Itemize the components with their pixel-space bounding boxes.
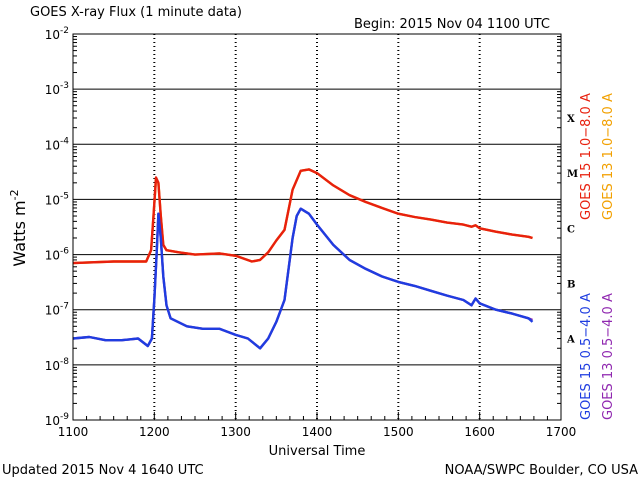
y-tick-base: 10: [45, 28, 60, 42]
y-tick-label: 10-5: [45, 191, 69, 207]
y-tick-base: 10: [45, 304, 60, 318]
y-tick-exponent: -7: [60, 302, 69, 312]
x-tick-label: 1200: [139, 425, 170, 439]
y-tick-exponent: -5: [60, 191, 69, 201]
y-tick-exponent: -6: [60, 247, 69, 257]
legend-entry: GOES 15 0.5−4.0 A: [579, 293, 594, 420]
y-axis-label-main: Watts m: [10, 200, 29, 266]
legend-entry: GOES 13 0.5−4.0 A: [601, 293, 616, 420]
x-tick-label: 1500: [383, 425, 414, 439]
y-tick-exponent: -9: [60, 412, 69, 422]
y-tick-label: 10-4: [45, 136, 70, 152]
series-line: [72, 168, 533, 265]
flare-class-label: C: [567, 224, 575, 235]
updated-time: Updated 2015 Nov 4 1640 UTC: [2, 463, 204, 478]
x-tick-label: 1400: [302, 425, 333, 439]
y-tick-base: 10: [45, 249, 60, 263]
y-tick-exponent: -2: [60, 26, 69, 36]
series-layer: [72, 168, 534, 350]
grid-layer: [72, 34, 562, 420]
y-tick-label: 10-2: [45, 26, 69, 42]
x-tick-label: 1100: [58, 425, 89, 439]
series-line: [72, 168, 533, 265]
chart-title: GOES X-ray Flux (1 minute data): [30, 5, 242, 20]
series-line: [72, 207, 533, 350]
flare-class-label: A: [566, 335, 575, 346]
credit-text: NOAA/SWPC Boulder, CO USA: [445, 463, 638, 478]
y-tick-base: 10: [45, 138, 60, 152]
legend-entry: GOES 15 1.0−8.0 A: [579, 93, 594, 220]
y-axis-label-sup: -2: [8, 189, 21, 200]
y-tick-exponent: -4: [60, 136, 69, 146]
y-tick-label: 10-7: [45, 302, 69, 318]
y-tick-exponent: -8: [60, 357, 69, 367]
flare-class-label: X: [567, 114, 575, 125]
begin-time: Begin: 2015 Nov 04 1100 UTC: [354, 17, 550, 32]
y-tick-label: 10-6: [45, 247, 70, 263]
x-tick-label: 1600: [464, 425, 495, 439]
y-tick-exponent: -3: [60, 81, 69, 91]
y-tick-base: 10: [45, 83, 60, 97]
plot-frame: [72, 33, 562, 421]
y-tick-labels: 10-910-810-710-610-510-410-310-2: [45, 26, 70, 428]
y-tick-label: 10-3: [45, 81, 69, 97]
y-tick-base: 10: [45, 359, 60, 373]
y-tick-base: 10: [45, 414, 60, 428]
x-tick-labels: 1100 1200 1300 1400 1500 1600 1700: [58, 425, 577, 439]
flare-class-labels: X M C B A: [566, 114, 578, 346]
y-tick-label: 10-9: [45, 412, 70, 428]
legend-entry: GOES 13 1.0−8.0 A: [601, 93, 616, 220]
x-axis-label: Universal Time: [269, 444, 366, 459]
legend: GOES 15 1.0−8.0 A GOES 13 1.0−8.0 A GOES 1…: [579, 93, 616, 420]
flare-class-label: B: [567, 279, 575, 290]
y-axis-label: Watts m-2: [8, 189, 29, 266]
y-tick-base: 10: [45, 193, 60, 207]
y-tick-label: 10-8: [45, 357, 70, 373]
x-tick-label: 1700: [546, 425, 577, 439]
series-line: [72, 207, 534, 350]
flare-class-label: M: [567, 169, 578, 180]
x-tick-label: 1300: [220, 425, 251, 439]
